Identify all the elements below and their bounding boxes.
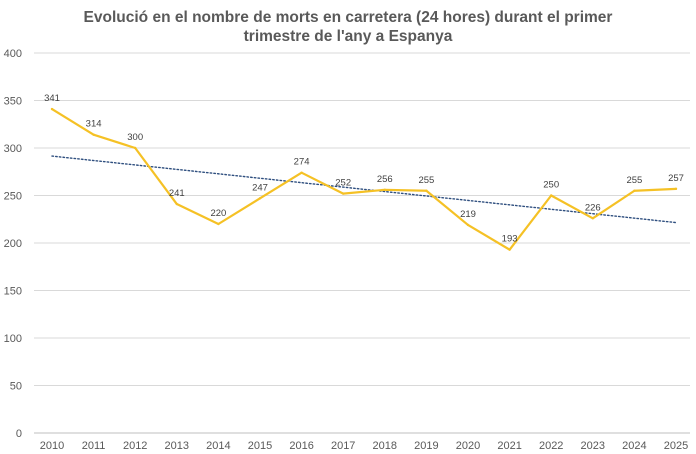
data-point-2018: [383, 188, 386, 191]
trendline: [51, 155, 677, 224]
data-point-2011: [92, 133, 95, 136]
gridlines: [34, 52, 690, 434]
data-label-2012: 300: [127, 132, 143, 143]
data-point-2020: [466, 223, 470, 227]
x-tick-label-2020: 2020: [456, 440, 480, 452]
data-label-2017: 252: [335, 178, 351, 189]
data-label-2016: 274: [294, 157, 310, 168]
data-point-2024: [633, 189, 636, 192]
chart-title-line-1: Evolució en el nombre de morts en carret…: [83, 9, 613, 26]
data-label-2020: 219: [460, 209, 476, 220]
data-label-2010: 341: [44, 93, 60, 104]
x-tick-label-2017: 2017: [331, 440, 355, 452]
data-point-2025: [674, 187, 678, 191]
x-tick-label-2016: 2016: [289, 440, 313, 452]
data-point-2016: [300, 171, 303, 174]
x-axis-ticks: 2010 2011 2012 2013 2014 2015 2016 2017 2018 2019…: [40, 440, 688, 452]
x-tick-label-2018: 2018: [373, 440, 397, 452]
y-tick-label-0: 0: [16, 428, 22, 440]
series-line: [50, 107, 678, 251]
data-label-2015: 247: [252, 182, 268, 193]
y-tick-label-350: 350: [4, 96, 22, 108]
x-tick-label-2021: 2021: [497, 440, 521, 452]
data-point-2021: [508, 248, 511, 251]
data-point-2019: [425, 189, 428, 192]
data-point-2022: [550, 194, 553, 197]
chart-title: Evolució en el nombre de morts en carret…: [0, 8, 696, 46]
data-label-2014: 220: [210, 208, 226, 219]
data-point-2015: [258, 197, 262, 200]
x-tick-label-2011: 2011: [82, 440, 106, 452]
data-label-2021: 193: [502, 234, 518, 245]
y-axis-ticks: 0 50 100 150 200 250 300 350 400: [4, 48, 22, 440]
x-tick-label-2025: 2025: [664, 440, 688, 452]
data-point-2023: [591, 217, 594, 220]
y-tick-label-150: 150: [4, 286, 22, 298]
data-point-2012: [134, 146, 137, 150]
data-label-2025: 257: [668, 173, 684, 184]
data-point-2013: [175, 202, 178, 206]
data-label-2023: 226: [585, 202, 601, 213]
series-group: [50, 107, 678, 251]
data-label-2019: 255: [418, 175, 434, 186]
x-tick-label-2019: 2019: [414, 440, 438, 452]
chart-title-line-2: trimestre de l'any a Espanya: [243, 28, 453, 45]
y-tick-label-250: 250: [4, 191, 22, 203]
x-tick-label-2022: 2022: [539, 440, 563, 452]
y-tick-label-400: 400: [4, 48, 22, 60]
y-tick-label-200: 200: [4, 238, 22, 250]
x-tick-label-2013: 2013: [165, 440, 189, 452]
x-tick-label-2010: 2010: [40, 440, 64, 452]
y-tick-label-300: 300: [4, 143, 22, 155]
x-tick-label-2012: 2012: [123, 440, 147, 452]
data-point-2017: [342, 192, 345, 195]
x-tick-label-2023: 2023: [581, 440, 605, 452]
data-label-2018: 256: [377, 174, 393, 185]
x-tick-label-2024: 2024: [622, 440, 646, 452]
y-tick-label-50: 50: [10, 381, 22, 393]
data-label-2022: 250: [543, 180, 559, 191]
y-tick-label-100: 100: [4, 333, 22, 345]
data-point-2010: [50, 107, 54, 111]
trendline-group: [51, 155, 677, 224]
data-label-2013: 241: [169, 188, 185, 199]
data-label-2011: 314: [86, 119, 102, 130]
data-labels: 341 314 300 241 220 247 274 252 256 255 219 193 250 2…: [44, 93, 684, 245]
x-tick-label-2014: 2014: [206, 440, 230, 452]
data-label-2024: 255: [626, 175, 642, 186]
x-tick-label-2015: 2015: [248, 440, 272, 452]
data-point-2014: [217, 222, 220, 226]
